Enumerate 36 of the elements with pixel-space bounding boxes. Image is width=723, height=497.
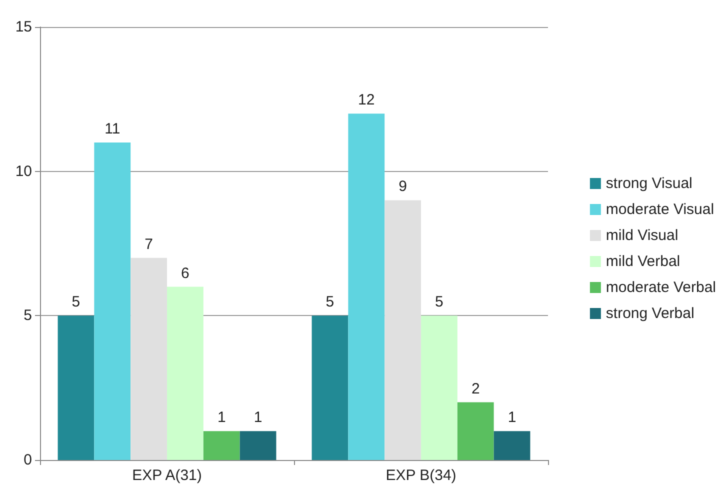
data-label: 1 [508,409,516,426]
legend-label: moderate Verbal [606,279,716,296]
data-label: 2 [471,380,480,398]
y-tick-label: 5 [24,307,32,324]
data-label: 7 [144,236,153,253]
bar [457,402,494,460]
legend-label: strong Verbal [606,305,694,322]
bar [348,114,385,460]
x-tick-label: EXP B(34) [386,467,456,484]
bar [421,316,458,460]
data-label: 5 [326,294,334,311]
legend-label: strong Visual [606,175,692,192]
data-label: 12 [358,92,375,109]
data-label: 1 [217,409,226,426]
bar [312,316,348,460]
data-label: 6 [181,264,190,282]
y-tick-label: 0 [24,452,32,468]
bar [384,200,421,460]
y-tick-label: 15 [15,18,32,36]
data-label: 1 [254,409,262,426]
legend-label: mild Verbal [606,253,680,270]
legend-label: moderate Visual [606,201,714,218]
legend-label: mild Visual [606,227,678,244]
y-tick-label: 10 [15,162,32,180]
bar [130,258,167,460]
data-label: 9 [398,178,407,196]
x-tick-label: EXP A(31) [132,467,202,484]
data-label: 5 [435,294,444,311]
data-label: 11 [104,120,120,138]
bar [167,286,204,460]
bar [58,316,94,460]
data-label: 5 [72,294,80,311]
bar [203,431,240,460]
bar [494,431,530,460]
bar [94,142,131,460]
bar [240,431,276,460]
